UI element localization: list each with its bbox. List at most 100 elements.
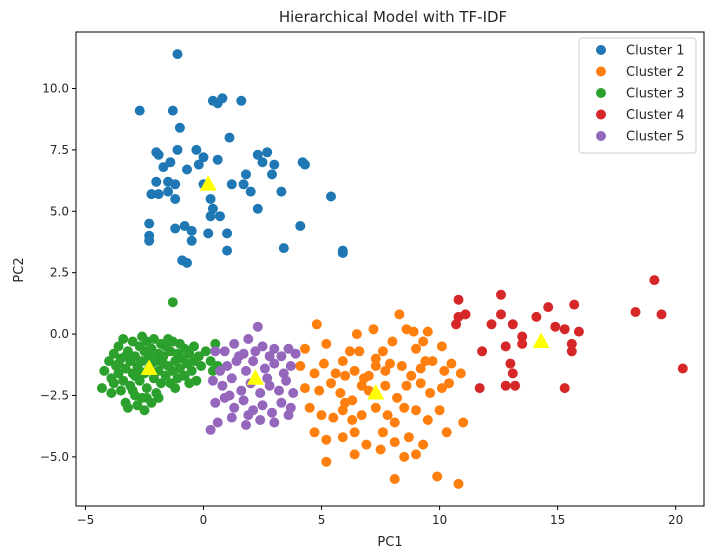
data-point <box>186 365 197 376</box>
data-point <box>113 368 124 379</box>
data-point <box>130 370 140 381</box>
data-point <box>630 307 641 317</box>
data-point <box>259 363 270 374</box>
data-point <box>290 348 301 359</box>
data-point <box>163 334 174 344</box>
data-point <box>370 402 381 413</box>
data-point <box>444 378 454 389</box>
data-point <box>184 348 195 359</box>
data-point <box>207 375 218 386</box>
data-point <box>222 245 233 256</box>
data-point <box>172 49 183 60</box>
data-point <box>167 105 178 116</box>
data-point <box>677 363 688 374</box>
data-point <box>309 427 320 438</box>
data-point <box>422 415 433 425</box>
data-point <box>328 412 339 423</box>
data-point <box>144 235 155 246</box>
data-point <box>241 365 251 376</box>
data-point <box>226 179 237 190</box>
legend: Cluster 1 Cluster 2 Cluster 3 Cluster 4 Clus… <box>578 37 697 154</box>
data-point <box>165 157 176 168</box>
legend-marker <box>596 66 606 77</box>
data-point <box>276 397 287 408</box>
data-point <box>127 385 138 396</box>
data-point <box>210 338 221 349</box>
data-point <box>238 395 249 406</box>
y-tick-label: −5.0 <box>40 450 69 464</box>
data-points <box>97 49 688 489</box>
data-point <box>340 370 351 381</box>
data-point <box>314 385 325 396</box>
data-point <box>241 169 251 180</box>
data-point <box>182 164 192 175</box>
data-point <box>418 336 429 347</box>
data-point <box>356 410 367 421</box>
data-point <box>236 385 247 396</box>
x-tick-label: 5 <box>318 513 326 527</box>
data-point <box>127 336 138 347</box>
data-point <box>252 321 263 332</box>
data-point <box>517 331 528 342</box>
data-point <box>99 365 110 376</box>
data-point <box>453 478 464 489</box>
data-point <box>264 351 275 362</box>
data-point <box>215 365 225 376</box>
data-point <box>573 326 584 337</box>
data-point <box>205 424 216 435</box>
data-point <box>113 341 124 352</box>
data-point <box>411 405 421 416</box>
plot-frame <box>75 31 705 507</box>
data-point <box>158 351 169 362</box>
data-point <box>205 194 216 204</box>
data-point <box>248 356 259 367</box>
data-point <box>396 361 407 371</box>
legend-marker <box>596 131 606 141</box>
data-point <box>182 257 192 268</box>
data-point <box>267 407 277 418</box>
data-point <box>243 334 254 344</box>
data-point <box>285 361 296 371</box>
x-tick-label: 15 <box>550 513 565 527</box>
data-point <box>500 341 511 352</box>
data-point <box>406 370 417 381</box>
data-point <box>274 385 284 396</box>
data-point <box>137 356 148 367</box>
data-point <box>148 334 159 344</box>
data-point <box>507 368 518 379</box>
data-point <box>340 397 351 408</box>
centroid-marker <box>199 175 217 191</box>
data-point <box>132 400 143 411</box>
data-point <box>146 189 157 200</box>
chart-title: Hierarchical Model with TF-IDF <box>279 8 507 26</box>
data-point <box>500 380 511 391</box>
data-point <box>507 319 518 330</box>
data-point <box>198 152 209 163</box>
data-point <box>170 179 181 190</box>
data-point <box>269 358 280 369</box>
data-point <box>189 341 199 352</box>
data-point <box>309 368 320 379</box>
data-point <box>186 225 197 236</box>
data-point <box>205 211 216 222</box>
data-point <box>387 336 398 347</box>
data-point <box>380 380 391 391</box>
data-point <box>193 159 204 170</box>
data-point <box>267 169 277 180</box>
series-2 <box>295 309 469 489</box>
data-point <box>304 402 315 413</box>
x-axis-title: PC1 <box>377 535 402 550</box>
data-point <box>455 368 466 379</box>
y-tick-label: 0.0 <box>50 327 69 341</box>
data-point <box>295 361 306 371</box>
data-point <box>283 410 294 421</box>
series-5 <box>205 321 301 435</box>
data-point <box>191 144 202 155</box>
data-point <box>245 186 256 197</box>
data-point <box>496 289 506 300</box>
data-point <box>196 361 207 371</box>
data-point <box>377 427 388 438</box>
data-point <box>108 378 119 389</box>
data-point <box>382 410 393 421</box>
series-3 <box>97 297 223 416</box>
